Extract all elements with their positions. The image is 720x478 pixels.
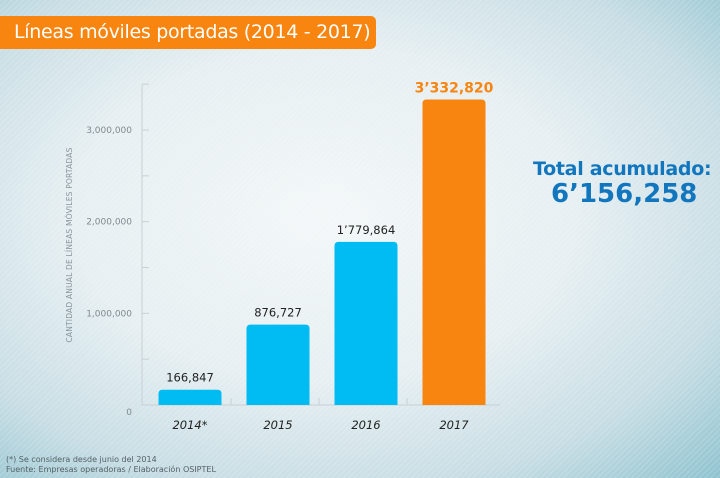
x-tick-label: 2017	[439, 418, 469, 432]
data-label: 876,727	[254, 306, 302, 320]
data-label: 166,847	[166, 371, 214, 385]
y-tick-label: 3,000,000	[86, 126, 132, 136]
bar-2015	[246, 324, 310, 405]
footnotes: (*) Se considera desde junio del 2014 Fu…	[6, 455, 216, 475]
chart-title: Líneas móviles portadas (2014 - 2017)	[0, 16, 376, 49]
bar-2014	[158, 389, 222, 405]
bar-2016	[334, 241, 398, 405]
total-value: 6’156,258	[551, 179, 698, 209]
bar-2017	[422, 99, 486, 405]
data-label: 1’779,864	[337, 223, 396, 237]
data-label: 3’332,820	[415, 80, 494, 96]
y-axis-label: CANTIDAD ANUAL DE LÍNEAS MÓVILES PORTADA…	[65, 147, 74, 342]
y-tick-label: 1,000,000	[86, 309, 132, 319]
footnote-note: (*) Se considera desde junio del 2014	[6, 455, 157, 464]
y-tick-label: 2,000,000	[86, 218, 132, 228]
footnote-source: Fuente: Empresas operadoras / Elaboració…	[6, 465, 216, 474]
x-tick-label: 2016	[351, 418, 380, 432]
y-tick-label: 0	[126, 408, 132, 418]
bars	[158, 99, 486, 405]
x-tick-label: 2015	[263, 418, 292, 432]
x-tick-label: 2014*	[172, 418, 207, 432]
total-label: Total acumulado:	[533, 158, 712, 180]
total-summary: Total acumulado: 6’156,258	[533, 158, 713, 208]
labels: 166,847 2014* 876,727 2015 1’779,864 2016 3’33…	[166, 80, 493, 432]
